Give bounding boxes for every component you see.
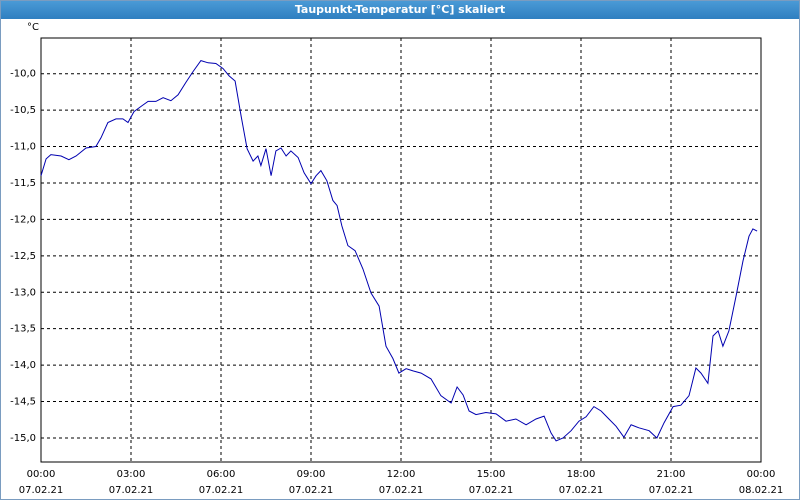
y-tick-label: -15,0: [10, 433, 36, 444]
y-tick-label: -13,5: [10, 324, 36, 335]
y-tick-label: -11,0: [10, 142, 36, 153]
x-tick-label: 18:00: [567, 469, 596, 480]
x-tick-date: 07.02.21: [109, 485, 154, 496]
window-title: Taupunkt-Temperatur [°C] skaliert: [1, 1, 799, 19]
x-tick-date: 08.02.21: [739, 485, 784, 496]
x-tick-date: 07.02.21: [559, 485, 604, 496]
plot-frame: [40, 37, 762, 463]
x-tick-label: 12:00: [387, 469, 416, 480]
x-tick-label: 06:00: [207, 469, 236, 480]
y-tick-label: -14,5: [10, 397, 36, 408]
x-tick-label: 21:00: [657, 469, 686, 480]
y-axis-label: °C: [27, 22, 39, 33]
y-tick-label: -13,0: [10, 287, 36, 298]
data-line: [40, 60, 758, 442]
x-tick-date: 07.02.21: [649, 485, 694, 496]
x-tick-date: 07.02.21: [199, 485, 244, 496]
x-tick-label: 09:00: [297, 469, 326, 480]
chart: °C -10,0 -10,5 -11,0 -11,5 -12,0 -12,5 -13,0 -1…: [10, 22, 784, 496]
x-tick-label: 03:00: [117, 469, 146, 480]
y-tick-label: -11,5: [10, 178, 36, 189]
x-tick-label: 00:00: [747, 469, 776, 480]
y-tick-label: -10,0: [10, 69, 36, 80]
y-tick-label: -12,0: [10, 214, 36, 225]
x-tick-label: 00:00: [27, 469, 56, 480]
x-tick-label: 15:00: [477, 469, 506, 480]
y-tick-label: -10,5: [10, 105, 36, 116]
x-tick-date: 07.02.21: [19, 485, 64, 496]
x-tick-date: 07.02.21: [469, 485, 514, 496]
y-tick-label: -12,5: [10, 251, 36, 262]
x-tick-date: 07.02.21: [379, 485, 424, 496]
x-tick-date: 07.02.21: [289, 485, 334, 496]
y-tick-label: -14,0: [10, 360, 36, 371]
